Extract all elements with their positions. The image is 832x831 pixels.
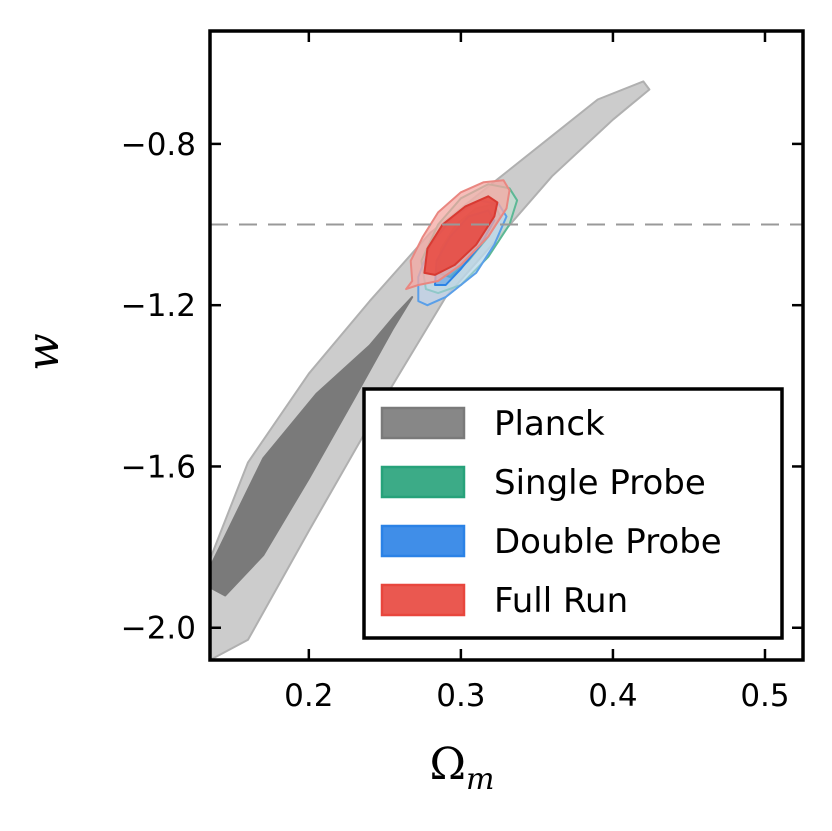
x-axis-title-subscript: m — [466, 762, 494, 797]
y-tick-label: −1.2 — [121, 288, 196, 324]
planck-contour-outer — [210, 80, 651, 660]
tick-marks — [210, 31, 803, 660]
x-tick-labels: 0.2 0.3 0.4 0.5 — [284, 678, 789, 714]
legend-swatch-single-probe — [380, 465, 466, 499]
y-axis-title: w — [18, 333, 69, 371]
y-tick-label: −2.0 — [121, 611, 196, 647]
x-tick-label: 0.3 — [436, 678, 485, 714]
x-axis-title-main: Ω — [430, 739, 466, 790]
x-tick-label: 0.5 — [740, 678, 789, 714]
contour-layer — [210, 80, 651, 660]
legend-swatch-full-run — [380, 583, 466, 617]
legend-label-planck: Planck — [494, 404, 605, 444]
planck-contour-inner — [210, 296, 414, 597]
legend-label-double-probe: Double Probe — [494, 522, 722, 562]
legend: Planck Single Probe Double Probe Full Run — [362, 387, 784, 640]
legend-label-single-probe: Single Probe — [494, 463, 706, 503]
y-tick-label: −0.8 — [121, 127, 196, 163]
y-tick-label: −1.6 — [121, 449, 196, 485]
plot-frame — [208, 29, 805, 662]
full-run-contour-inner — [423, 195, 499, 276]
legend-swatch-double-probe — [380, 524, 466, 558]
x-tick-label: 0.4 — [588, 678, 637, 714]
y-tick-labels: −0.8 −1.2 −1.6 −2.0 — [121, 127, 196, 647]
legend-label-full-run: Full Run — [494, 581, 628, 621]
legend-swatch-planck — [380, 406, 466, 440]
legend-items: Planck Single Probe Double Probe Full Run — [380, 404, 722, 621]
x-tick-label: 0.2 — [284, 678, 333, 714]
x-axis-title: Ωm — [430, 739, 495, 797]
